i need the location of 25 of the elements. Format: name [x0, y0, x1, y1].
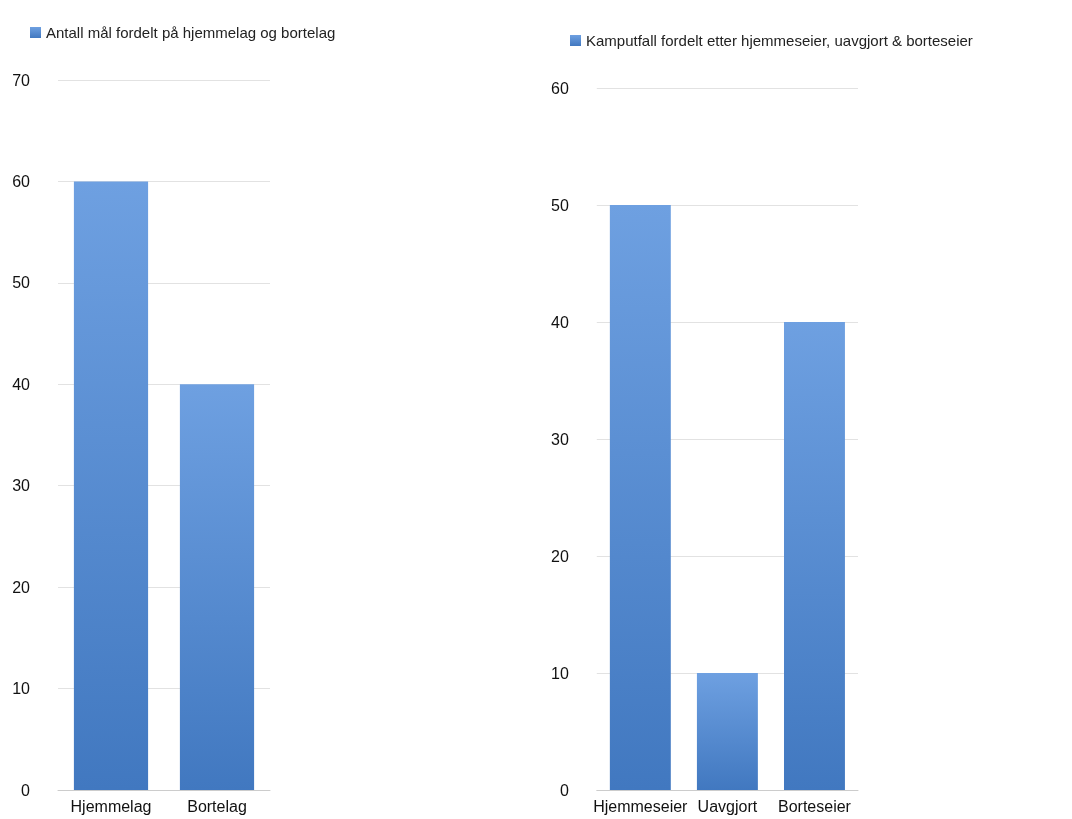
y-tick-label: 30 [12, 477, 31, 495]
x-tick-label: Hjemmeseier [593, 797, 689, 815]
y-tick-label: 10 [12, 680, 31, 698]
x-tick-label: Bortelag [187, 797, 247, 815]
y-tick-label: 40 [12, 375, 31, 393]
legend-label: Kamputfall fordelt etter hjemmeseier, uavgjort & borteseier [586, 32, 973, 49]
y-tick-label: 0 [559, 781, 569, 799]
bar [609, 205, 671, 790]
y-tick-label: 20 [12, 578, 31, 596]
legend-label: Antall mål fordelt på hjemmelag og bortelag [46, 24, 336, 41]
y-tick-label: 60 [551, 79, 569, 97]
y-tick-label: 20 [551, 547, 569, 565]
y-tick-label: 30 [551, 430, 569, 448]
x-tick-label: Borteseier [778, 797, 852, 815]
x-tick-label: Hjemmelag [70, 797, 152, 815]
y-tick-label: 40 [551, 313, 569, 331]
y-tick-label: 50 [551, 196, 569, 214]
bar [696, 673, 758, 790]
y-tick-label: 0 [21, 781, 31, 799]
bar [783, 322, 845, 790]
y-tick-label: 50 [12, 274, 31, 292]
y-tick-label: 70 [12, 71, 31, 89]
y-tick-label: 60 [12, 172, 31, 190]
x-tick-label: Uavgjort [697, 797, 758, 815]
y-tick-label: 10 [551, 664, 569, 682]
